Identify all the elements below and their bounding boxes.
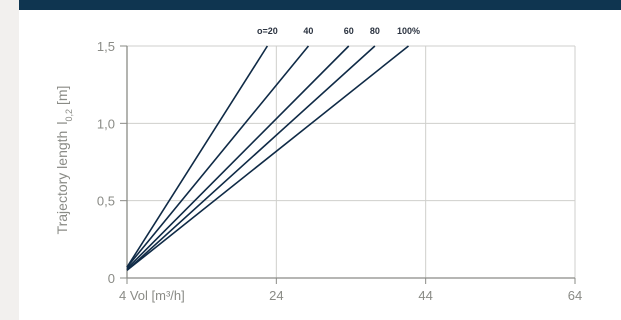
series-line — [126, 45, 376, 271]
x-tick-label: 4 Vol [m³/h] — [119, 288, 185, 303]
chart-card — [19, 10, 621, 320]
series-labels: o=20 40 60 80 100% — [257, 26, 420, 36]
tick-labels: 0 0,5 1,0 1,5 4 Vol [m³/h] 24 44 64 — [97, 39, 582, 303]
series-lines — [126, 45, 409, 271]
series-label: 60 — [344, 26, 354, 36]
series-label: o=20 — [257, 26, 278, 36]
grid — [127, 45, 576, 278]
series-line — [126, 45, 409, 271]
y-tick-label: 1,0 — [97, 116, 115, 131]
series-label: 40 — [303, 26, 313, 36]
header-bar — [19, 0, 621, 10]
y-tick-label: 0 — [108, 271, 115, 286]
series-line — [126, 45, 269, 268]
series-line — [126, 45, 350, 270]
series-line — [126, 45, 310, 268]
x-tick-label: 64 — [568, 288, 582, 303]
y-axis-label: Trajectory lengthl0,2[m] — [54, 86, 74, 235]
axes — [120, 45, 576, 284]
series-label: 100% — [397, 26, 420, 36]
series-label: 80 — [370, 26, 380, 36]
y-tick-label: 0,5 — [97, 194, 115, 209]
y-tick-label: 1,5 — [97, 39, 115, 54]
x-tick-label: 44 — [418, 288, 432, 303]
x-tick-label: 24 — [269, 288, 283, 303]
